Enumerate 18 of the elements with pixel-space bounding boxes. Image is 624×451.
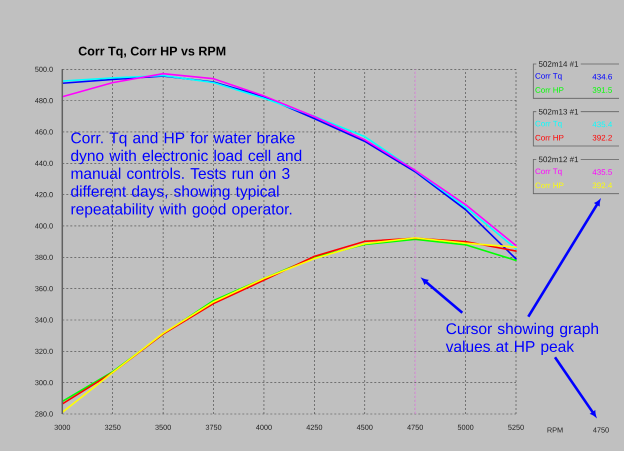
annotation: Corr. Tq and HP for water brake dyno with electronic load cell and manual controls. Tests run on 3 different days, showing typical repeatability with good operator. xyxy=(71,132,302,218)
text: 391.5 xyxy=(592,87,612,93)
chart-title: Corr Tq, Corr HP vs RPM xyxy=(78,46,226,58)
text: 502m14 #1 xyxy=(538,61,578,67)
text: 434.6 xyxy=(592,74,612,80)
text: Corr HP xyxy=(535,87,564,93)
text: Corr Tq xyxy=(535,73,562,80)
text: Corr Tq xyxy=(535,168,562,176)
text: 435.4 xyxy=(592,122,612,128)
text: 435.5 xyxy=(592,169,612,175)
text: 392.2 xyxy=(592,134,612,141)
text: Corr Tq xyxy=(535,120,562,128)
text: Corr HP xyxy=(535,182,564,188)
text: 502m12 #1 xyxy=(538,156,578,162)
annotation: Cursor showing graph values at HP peak xyxy=(446,322,598,356)
text: 502m13 #1 xyxy=(538,108,578,115)
text: 392.4 xyxy=(592,182,612,188)
text: Corr HP xyxy=(535,134,564,141)
